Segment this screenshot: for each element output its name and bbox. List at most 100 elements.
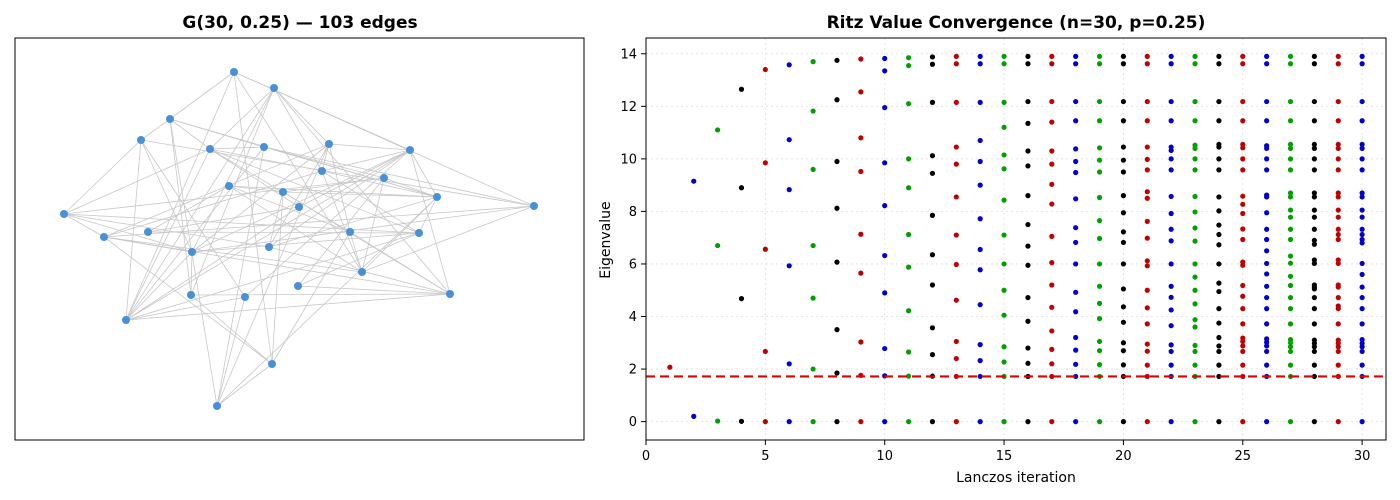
y-axis-ticks: 0 2 4 6 8 10 12 14	[620, 47, 646, 430]
ritz-point	[1216, 118, 1222, 124]
ritz-point	[1073, 53, 1079, 59]
ritz-point	[1264, 362, 1270, 368]
ritz-point	[1264, 419, 1270, 425]
ritz-point	[1192, 98, 1198, 105]
ritz-point	[1168, 118, 1174, 124]
ritz-point	[667, 364, 673, 370]
ritz-point	[810, 166, 816, 172]
ritz-point	[715, 242, 721, 249]
ritz-point	[786, 263, 792, 269]
y-tick-label: 2	[629, 363, 637, 378]
ritz-point	[1287, 190, 1294, 196]
ritz-point	[1335, 348, 1341, 355]
graph-edge	[209, 148, 420, 234]
graph-node	[530, 202, 538, 210]
graph-edge	[125, 149, 411, 321]
ritz-point	[1240, 98, 1246, 105]
ritz-point	[810, 108, 816, 114]
ritz-point	[1240, 259, 1246, 265]
ritz-point	[1335, 194, 1341, 200]
ritz-point	[1335, 294, 1341, 301]
ritz-point	[1359, 294, 1365, 301]
ritz-point	[1240, 306, 1246, 312]
ritz-point	[1287, 194, 1294, 200]
chart-points	[667, 53, 1365, 425]
ritz-point	[1240, 362, 1246, 368]
ritz-point	[1073, 361, 1079, 367]
ritz-point	[1049, 53, 1055, 59]
ritz-point	[1359, 348, 1365, 355]
ritz-point	[1311, 190, 1317, 196]
ritz-point	[1287, 294, 1294, 301]
ritz-point	[905, 419, 912, 425]
ritz-point	[1144, 258, 1150, 264]
ritz-point	[1311, 373, 1317, 380]
graph-edge	[125, 146, 265, 321]
ritz-point	[1359, 214, 1365, 220]
graph-edge	[298, 149, 411, 208]
ritz-point	[1216, 98, 1222, 105]
ritz-point	[905, 373, 912, 379]
ritz-point	[1287, 141, 1294, 148]
ritz-point	[1264, 118, 1270, 124]
graph-node	[433, 193, 441, 201]
ritz-point	[1001, 359, 1007, 365]
ritz-point	[1216, 362, 1222, 368]
ritz-point	[1073, 261, 1079, 267]
ritz-point	[1025, 61, 1031, 67]
ritz-point	[977, 419, 983, 425]
ritz-point	[1287, 348, 1294, 355]
ritz-point	[1359, 226, 1365, 232]
ritz-point	[1240, 156, 1246, 162]
ritz-point	[1359, 271, 1365, 278]
ritz-point	[1311, 241, 1317, 247]
ritz-point	[1335, 118, 1341, 124]
ritz-point	[1216, 61, 1222, 67]
graph-edge	[328, 143, 351, 233]
ritz-point	[977, 53, 983, 59]
graph-edge	[268, 196, 438, 248]
ritz-point	[1049, 201, 1055, 207]
ritz-point	[1073, 334, 1079, 341]
ritz-point	[1359, 61, 1365, 67]
ritz-point	[905, 308, 912, 314]
ritz-point	[1311, 257, 1317, 263]
ritz-point	[1311, 98, 1317, 105]
ritz-point	[1025, 345, 1031, 351]
ritz-point	[1168, 238, 1174, 244]
y-tick-label: 8	[629, 205, 637, 220]
ritz-point	[858, 89, 864, 95]
ritz-point	[1096, 261, 1103, 267]
ritz-point	[1287, 362, 1294, 368]
ritz-point	[905, 185, 912, 191]
ritz-point	[1264, 306, 1270, 312]
ritz-point	[1168, 342, 1174, 348]
graph-edge	[216, 196, 438, 407]
graph-edge	[273, 87, 451, 295]
ritz-point	[1096, 283, 1103, 289]
ritz-point	[1168, 167, 1174, 173]
ritz-point	[1287, 306, 1294, 312]
ritz-point	[1240, 53, 1246, 59]
ritz-point	[1001, 312, 1007, 318]
ritz-point	[1192, 301, 1198, 307]
graph-edge	[271, 231, 351, 365]
ritz-point	[1240, 293, 1246, 299]
ritz-point	[1073, 169, 1079, 176]
ritz-point	[1359, 260, 1365, 267]
x-tick-label: 0	[642, 449, 650, 464]
graph-edge	[233, 71, 535, 207]
ritz-point	[1096, 300, 1103, 306]
ritz-point	[882, 290, 888, 296]
graph-edge	[209, 146, 265, 150]
ritz-point	[905, 264, 912, 270]
ritz-point	[929, 252, 936, 258]
ritz-point	[1311, 145, 1317, 151]
ritz-point	[1120, 144, 1127, 150]
ritz-point	[977, 358, 983, 364]
ritz-point	[1335, 337, 1341, 343]
graph-node	[279, 188, 287, 196]
graph-edge	[273, 87, 323, 172]
ritz-point	[1311, 337, 1317, 343]
ritz-point	[1001, 53, 1007, 59]
